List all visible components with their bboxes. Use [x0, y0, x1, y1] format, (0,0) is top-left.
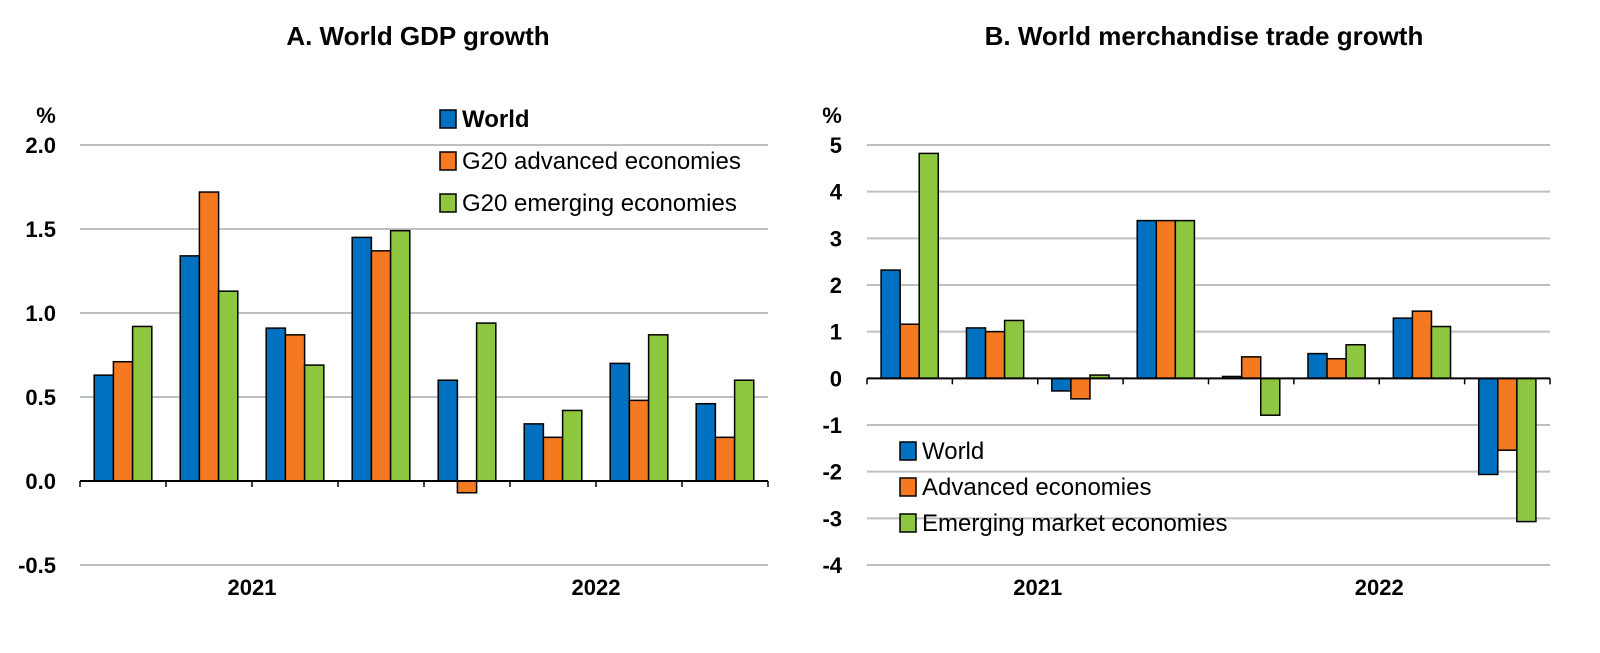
chart-title: B. World merchandise trade growth	[985, 21, 1424, 51]
legend-swatch	[439, 109, 457, 129]
y-tick-label: 2	[830, 273, 842, 298]
bar-g20-emerging-economies-2021-q1	[131, 325, 153, 482]
legend-swatch	[899, 513, 917, 533]
bar-emerging-market-economies-2022-q4	[1516, 377, 1537, 523]
legend-label: G20 advanced economies	[462, 148, 741, 175]
legend-swatch	[439, 193, 457, 213]
legend-label: Emerging market economies	[922, 510, 1227, 537]
x-group-label-2022: 2022	[1355, 575, 1404, 600]
y-tick-label: 4	[830, 180, 843, 205]
bar-g20-advanced-economies-2022-q2	[542, 436, 564, 482]
bar-world-2022-q2	[523, 423, 545, 482]
bar-world-2022-q3	[609, 362, 631, 482]
bar-g20-emerging-economies-2021-q2	[217, 290, 239, 482]
bar-emerging-market-economies-2022-q1	[1259, 377, 1281, 416]
y-tick-label: 3	[830, 226, 842, 251]
y-tick-label: -2	[822, 460, 842, 485]
bar-advanced-economies-2022-q3	[1411, 310, 1433, 380]
bar-g20-advanced-economies-2021-q1	[112, 360, 134, 482]
bar-g20-advanced-economies-2021-q2	[198, 191, 220, 482]
y-tick-label: 0.0	[25, 469, 56, 494]
y-tick-label: 2.0	[25, 133, 56, 158]
bar-g20-emerging-economies-2022-q2	[561, 409, 583, 482]
x-group-label-2022: 2022	[572, 575, 621, 600]
bar-advanced-economies-2022-q2	[1326, 357, 1347, 380]
bar-advanced-economies-2022-q1	[1240, 356, 1262, 380]
bar-world-2021-q1	[880, 269, 901, 380]
x-group-label-2021: 2021	[228, 575, 277, 600]
legend-label: World	[462, 106, 530, 133]
trade-growth-chart: B. World merchandise trade growth% -4 -3 -2…	[822, 21, 1551, 600]
y-tick-label: -1	[822, 413, 842, 438]
bar-world-2022-q4	[1477, 377, 1499, 476]
y-tick-label: -4	[822, 553, 842, 578]
bar-g20-emerging-economies-2022-q1	[475, 322, 497, 482]
y-tick-label: 1.0	[25, 301, 56, 326]
bar-emerging-market-economies-2021-q4	[1174, 219, 1196, 380]
bar-advanced-economies-2021-q3	[1070, 377, 1091, 400]
gdp-growth-chart: A. World GDP growth% -0.5 0.0 0.5 1.0 1.5 2.0 2…	[18, 21, 769, 600]
bar-g20-advanced-economies-2022-q3	[628, 399, 650, 482]
bar-advanced-economies-2021-q1	[899, 323, 920, 380]
panel-world-gdp-growth: A. World GDP growth% -0.5 0.0 0.5 1.0 1.5 2.0 2…	[18, 21, 769, 600]
bar-world-2021-q3	[265, 327, 287, 482]
legend-swatch	[899, 477, 917, 497]
x-group-label-2021: 2021	[1013, 575, 1062, 600]
y-unit-label: %	[36, 103, 56, 128]
bar-g20-advanced-economies-2022-q1	[456, 480, 478, 494]
bar-emerging-market-economies-2021-q2	[1003, 319, 1025, 380]
y-tick-label: -3	[822, 506, 842, 531]
bar-emerging-market-economies-2022-q2	[1345, 343, 1366, 380]
bar-world-2021-q1	[93, 374, 115, 482]
bar-world-2021-q3	[1051, 377, 1072, 392]
bar-world-2022-q4	[695, 402, 717, 482]
y-unit-label: %	[822, 103, 842, 128]
bar-g20-emerging-economies-2021-q3	[303, 364, 325, 482]
bar-world-2021-q4	[351, 236, 373, 482]
y-tick-label: 0	[830, 366, 842, 391]
bar-g20-emerging-economies-2021-q4	[389, 229, 411, 482]
bar-g20-emerging-economies-2022-q4	[733, 379, 755, 482]
bar-advanced-economies-2021-q2	[984, 330, 1006, 380]
panel-world-trade-growth: B. World merchandise trade growth% -4 -3 -2…	[800, 0, 1600, 653]
bar-g20-emerging-economies-2022-q3	[647, 334, 669, 482]
bar-advanced-economies-2022-q4	[1497, 377, 1518, 451]
legend-label: World	[922, 438, 984, 465]
y-tick-label: 0.5	[25, 385, 56, 410]
bar-advanced-economies-2021-q4	[1155, 219, 1177, 380]
bar-g20-advanced-economies-2022-q4	[714, 436, 736, 482]
y-tick-label: 1	[830, 320, 842, 345]
legend-swatch	[439, 151, 457, 171]
bar-world-2022-q1	[437, 379, 459, 482]
chart-title: A. World GDP growth	[286, 21, 549, 51]
bar-world-2022-q3	[1392, 317, 1414, 380]
bar-g20-advanced-economies-2021-q4	[370, 250, 392, 482]
legend-label: G20 emerging economies	[462, 190, 737, 217]
bar-world-2021-q2	[965, 327, 987, 380]
bar-world-2021-q4	[1136, 219, 1158, 380]
bar-emerging-market-economies-2022-q3	[1430, 325, 1452, 380]
bar-world-2021-q2	[179, 255, 201, 482]
legend-swatch	[899, 441, 917, 461]
y-tick-label: 1.5	[25, 217, 56, 242]
y-tick-label: 5	[830, 133, 842, 158]
y-tick-label: -0.5	[18, 553, 56, 578]
bar-emerging-market-economies-2021-q1	[918, 152, 940, 380]
legend-label: Advanced economies	[922, 474, 1151, 501]
bar-g20-advanced-economies-2021-q3	[284, 334, 306, 482]
bar-world-2022-q2	[1307, 352, 1328, 380]
